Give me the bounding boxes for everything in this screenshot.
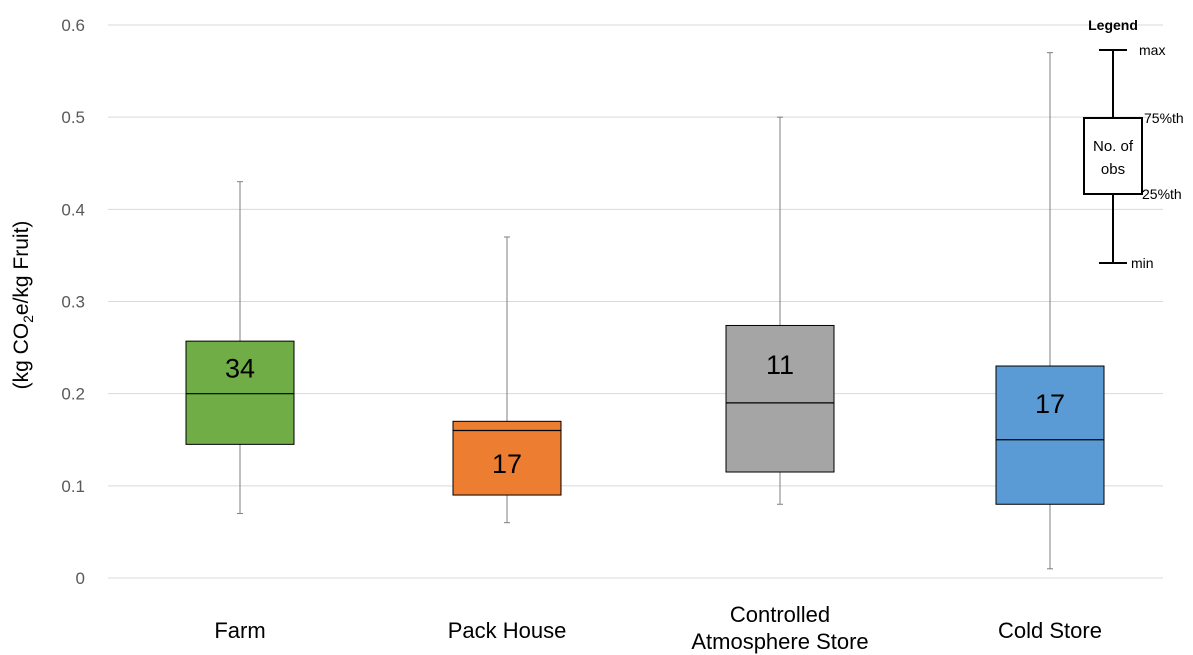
y-tick-label: 0.6 (61, 16, 85, 35)
y-tick-label: 0 (76, 569, 85, 588)
box-group: 11 (725, 116, 835, 505)
box-series: 34 17 11 17 (185, 52, 1105, 570)
y-axis-label-part: e/kg Fruit) (10, 221, 33, 316)
y-axis-ticks: 0 0.1 0.2 0.3 0.4 0.5 0.6 (61, 16, 85, 588)
y-axis-label-subscript: 2 (20, 315, 36, 323)
box (725, 324, 835, 473)
x-category-label: Cold Store (998, 618, 1102, 643)
box-group: 17 (452, 236, 562, 524)
box (995, 365, 1105, 505)
box (185, 340, 295, 445)
y-tick-label: 0.1 (61, 477, 85, 496)
legend-min-label: min (1131, 255, 1154, 271)
legend-box-label: obs (1101, 161, 1125, 178)
legend-q3-label: 75%th (1144, 110, 1184, 126)
observation-count-label: 17 (492, 449, 522, 479)
x-category-label: Farm (214, 618, 265, 643)
legend-box (1083, 117, 1143, 195)
y-axis-label-part: (kg CO (10, 323, 33, 390)
y-tick-label: 0.4 (61, 200, 85, 219)
legend-q1-label: 25%th (1142, 186, 1182, 202)
y-tick-label: 0.2 (61, 385, 85, 404)
y-axis-label: (kg CO2e/kg Fruit) (10, 221, 36, 390)
x-category-label: Pack House (448, 618, 567, 643)
legend-max-label: max (1139, 42, 1165, 58)
legend-title: Legend (1088, 17, 1138, 33)
observation-count-label: 17 (1035, 389, 1065, 419)
box-group: 34 (185, 181, 295, 514)
x-category-label: Controlled (730, 602, 830, 627)
observation-count-label: 11 (766, 350, 794, 380)
legend: Legend No. of obs max 75%th 25%th min (1083, 17, 1184, 271)
box-group: 17 (995, 52, 1105, 570)
y-tick-label: 0.5 (61, 108, 85, 127)
legend-box-label: No. of (1093, 138, 1134, 155)
box (452, 420, 562, 496)
observation-count-label: 34 (225, 353, 255, 383)
x-category-label: Atmosphere Store (691, 629, 868, 654)
y-tick-label: 0.3 (61, 293, 85, 312)
